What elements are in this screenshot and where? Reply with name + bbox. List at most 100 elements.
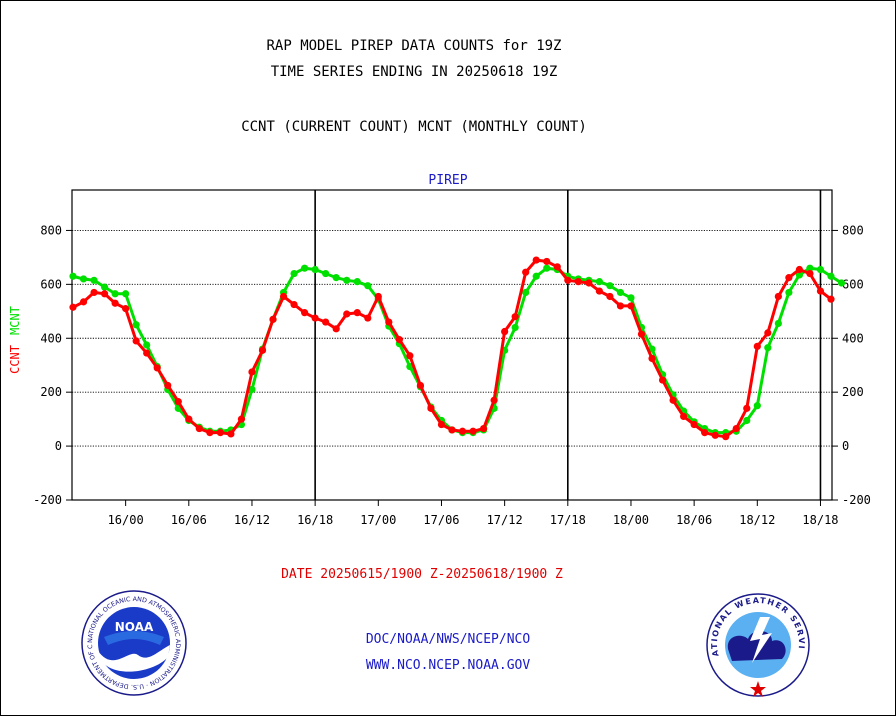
point-ccnt-35 <box>437 420 446 429</box>
xtick-label-10: 18/12 <box>739 513 775 527</box>
series-line-ccnt <box>72 258 832 439</box>
svg-text:CCNTMCNT: CCNT MCNT <box>8 306 22 374</box>
point-ccnt-33 <box>416 381 425 390</box>
series-layer <box>69 256 846 441</box>
point-mcnt-52 <box>616 288 625 297</box>
point-mcnt-44 <box>532 272 540 280</box>
point-ccnt-69 <box>795 265 804 274</box>
point-mcnt-21 <box>290 269 298 278</box>
point-ccnt-28 <box>364 314 372 322</box>
point-mcnt-64 <box>743 416 751 425</box>
point-mcnt-25 <box>332 274 340 282</box>
point-ccnt-0 <box>69 303 77 311</box>
ytick-label-right-0: 0 <box>842 439 849 453</box>
point-ccnt-45 <box>543 257 551 266</box>
point-ccnt-14 <box>216 429 224 437</box>
point-mcnt-3 <box>100 283 109 291</box>
point-ccnt-64 <box>743 404 751 412</box>
point-mcnt-23 <box>311 265 319 274</box>
point-mcnt-45 <box>543 264 551 272</box>
point-mcnt-4 <box>111 290 119 298</box>
footer-org: DOC/NOAA/NWS/NCEP/NCO <box>365 632 531 647</box>
point-mcnt-2 <box>90 276 98 284</box>
point-ccnt-4 <box>111 299 119 307</box>
point-ccnt-36 <box>448 426 456 434</box>
ytick-label-left-800: 800 <box>40 223 62 237</box>
point-mcnt-5 <box>122 290 130 298</box>
point-mcnt-53 <box>627 294 635 302</box>
point-mcnt-0 <box>69 272 77 280</box>
point-ccnt-63 <box>732 424 740 433</box>
point-ccnt-12 <box>195 424 203 433</box>
point-ccnt-34 <box>427 404 435 412</box>
point-ccnt-48 <box>574 278 582 286</box>
chart-title-line3: CCNT (CURRENT COUNT) MCNT (MONTHLY COUNT… <box>241 119 587 135</box>
point-ccnt-13 <box>206 429 214 437</box>
point-ccnt-25 <box>332 325 340 333</box>
point-mcnt-7 <box>143 341 151 349</box>
point-mcnt-72 <box>827 272 835 280</box>
point-ccnt-61 <box>711 431 719 439</box>
panel-label: PIREP <box>428 173 467 188</box>
point-ccnt-22 <box>301 309 309 317</box>
series-line-mcnt <box>72 266 843 435</box>
xtick-label-11: 18/18 <box>802 513 838 527</box>
point-mcnt-26 <box>343 276 351 284</box>
grid-layer <box>72 229 832 447</box>
point-mcnt-17 <box>248 385 256 394</box>
point-ccnt-38 <box>469 427 477 435</box>
point-mcnt-69 <box>795 271 804 279</box>
xtick-label-0: 16/00 <box>108 513 144 527</box>
noaa-logo-text: NOAA <box>115 620 154 634</box>
point-ccnt-1 <box>79 298 88 306</box>
point-ccnt-68 <box>785 274 793 282</box>
point-ccnt-5 <box>122 305 130 313</box>
point-ccnt-51 <box>606 292 614 301</box>
point-ccnt-10 <box>174 398 182 406</box>
series-mcnt <box>69 264 846 437</box>
point-ccnt-65 <box>753 342 761 350</box>
point-ccnt-49 <box>585 279 593 287</box>
point-ccnt-18 <box>258 346 267 354</box>
ytick-label-left-600: 600 <box>40 277 62 291</box>
point-ccnt-52 <box>616 302 625 310</box>
xtick-label-5: 17/06 <box>423 513 459 527</box>
chart-title-line1: RAP MODEL PIREP DATA COUNTS for 19Z <box>266 38 562 54</box>
point-ccnt-23 <box>311 314 319 322</box>
point-mcnt-27 <box>353 278 361 286</box>
point-ccnt-43 <box>522 268 530 276</box>
point-mcnt-6 <box>132 321 140 329</box>
point-ccnt-42 <box>511 313 519 321</box>
point-ccnt-60 <box>701 429 709 437</box>
point-ccnt-11 <box>185 415 193 423</box>
point-mcnt-68 <box>785 288 793 297</box>
point-ccnt-9 <box>164 381 172 390</box>
point-ccnt-47 <box>564 276 572 284</box>
point-ccnt-59 <box>690 420 698 429</box>
point-ccnt-29 <box>374 292 382 301</box>
ytick-label-right-400: 400 <box>842 331 864 345</box>
series-ccnt <box>69 256 835 441</box>
xtick-label-1: 16/06 <box>171 513 207 527</box>
point-ccnt-26 <box>343 310 351 318</box>
footer-url: WWW.NCO.NCEP.NOAA.GOV <box>365 658 531 673</box>
point-mcnt-1 <box>79 275 88 283</box>
ytick-label-left-200: 200 <box>40 385 62 399</box>
point-mcnt-66 <box>764 344 772 352</box>
xtick-label-2: 16/12 <box>234 513 270 527</box>
point-mcnt-28 <box>364 282 372 290</box>
point-ccnt-46 <box>553 263 561 271</box>
point-ccnt-54 <box>637 330 646 338</box>
point-ccnt-2 <box>90 288 98 297</box>
point-mcnt-71 <box>816 265 825 274</box>
point-mcnt-43 <box>522 288 530 297</box>
point-ccnt-67 <box>774 292 782 301</box>
point-ccnt-19 <box>269 315 277 323</box>
point-ccnt-53 <box>627 302 635 310</box>
nws-logo: NATIONAL WEATHER SERVICE <box>706 593 810 697</box>
point-ccnt-39 <box>479 424 488 433</box>
point-ccnt-24 <box>322 318 330 326</box>
point-ccnt-27 <box>353 309 361 317</box>
star-icon <box>750 681 766 697</box>
ytick-label-left--200: -200 <box>33 493 62 507</box>
